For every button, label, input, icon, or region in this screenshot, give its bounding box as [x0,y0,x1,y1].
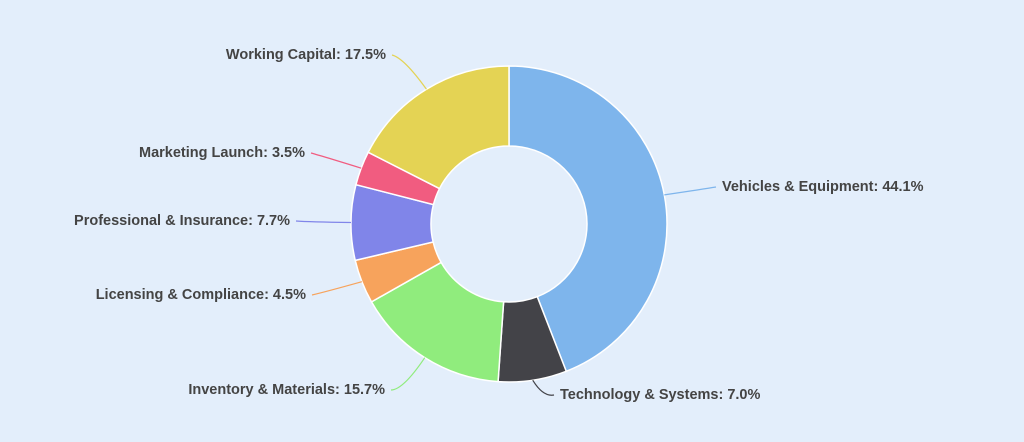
slice-label: Vehicles & Equipment: 44.1% [722,179,924,195]
donut-slice[interactable] [508,65,668,373]
slice-label: Working Capital: 17.5% [226,47,386,63]
leader-line [310,152,362,169]
leader-line [532,379,555,396]
slices-group [350,65,668,383]
slice-label: Technology & Systems: 7.0% [560,387,760,403]
slice-label: Inventory & Materials: 15.7% [188,382,385,398]
leader-line [295,220,352,224]
leader-lines-group [295,54,717,396]
labels-group: Vehicles & Equipment: 44.1% Technology & … [74,47,924,403]
slice-label: Marketing Launch: 3.5% [139,145,305,161]
slice-label: Professional & Insurance: 7.7% [74,213,290,229]
leader-line [311,281,363,296]
leader-line [391,54,427,90]
slice-label: Licensing & Compliance: 4.5% [96,287,306,303]
leader-line [390,357,426,391]
donut-slice[interactable] [367,65,510,190]
leader-line [664,186,717,196]
